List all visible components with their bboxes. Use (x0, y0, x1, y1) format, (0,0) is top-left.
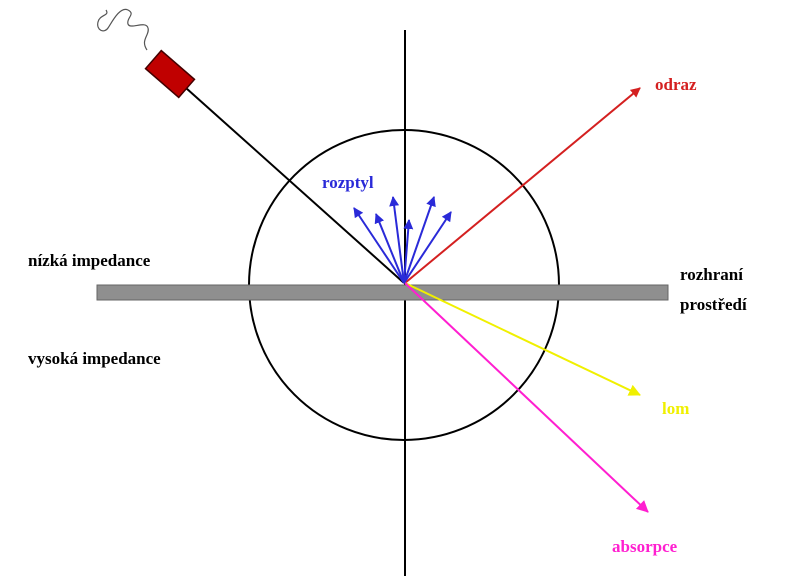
high-impedance-label: vysoká impedance (28, 349, 161, 368)
low-impedance-label: nízká impedance (28, 251, 151, 270)
scatter-arrow (403, 219, 414, 284)
interface-label: prostředí (680, 295, 747, 314)
interface-bar (96, 284, 669, 301)
scattering-label: rozptyl (322, 173, 374, 192)
scatter-arrow (403, 211, 452, 284)
cable (97, 8, 149, 51)
refraction-arrow (404, 282, 641, 396)
refraction-label: lom (662, 399, 689, 418)
scatter-arrow (353, 207, 405, 284)
absorption-arrow (404, 282, 649, 513)
scatter-arrow (374, 213, 405, 284)
absorption-label: absorpce (612, 537, 678, 556)
incident-beam (185, 87, 405, 284)
reflection-arrow (404, 87, 641, 284)
scatter-arrows (353, 196, 452, 284)
reflection-label: odraz (655, 75, 697, 94)
scatter-arrow (403, 196, 436, 284)
transducer (144, 49, 196, 99)
scatter-arrow (389, 196, 405, 284)
interface-label: rozhraní (680, 265, 743, 284)
